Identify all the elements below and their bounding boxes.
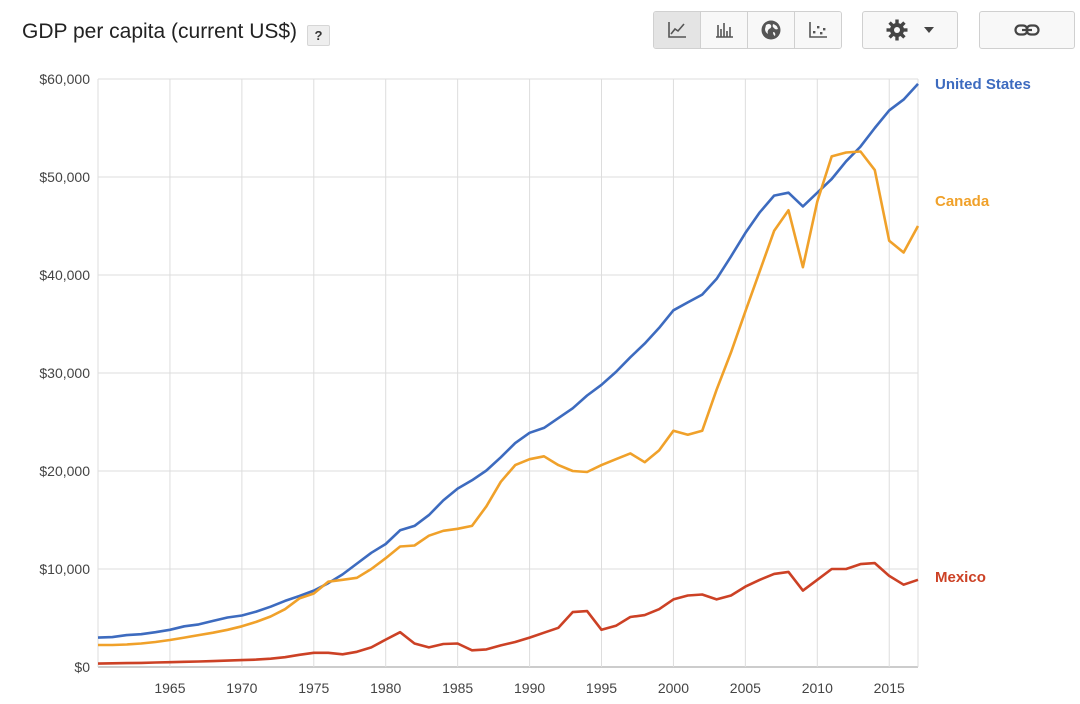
series-labels: United States Canada Mexico [935,76,1031,586]
scatter-chart-button[interactable] [795,12,841,48]
map-globe-icon [761,20,781,40]
line-chart-icon [668,22,686,38]
line-chart-button[interactable] [654,12,701,48]
y-tick-label: $10,000 [39,561,90,577]
x-tick-label: 1970 [226,680,257,696]
x-tick-label: 2015 [874,680,905,696]
help-button[interactable]: ? [307,25,330,46]
x-tick-label: 1995 [586,680,617,696]
y-tick-label: $20,000 [39,463,90,479]
mexico-line [97,561,919,665]
united-states-line [97,83,919,639]
united-states-label: United States [935,76,1031,93]
share-link-button[interactable] [979,11,1075,49]
caret-down-icon [924,27,934,33]
y-tick-label: $60,000 [39,71,90,87]
map-button[interactable] [748,12,795,48]
bar-chart-button[interactable] [701,12,748,48]
scatter-chart-icon [809,22,827,38]
chart-type-toggle [653,11,842,49]
x-tick-label: 2005 [730,680,761,696]
y-tick-label: $0 [74,659,90,675]
canada-label: Canada [935,193,990,210]
x-tick-label: 1980 [370,680,401,696]
x-tick-label: 1975 [298,680,329,696]
axes: $0 $10,000 $20,000 $30,000 $40,000 $50,000 $60… [39,71,905,696]
x-tick-label: 1990 [514,680,545,696]
y-tick-label: $30,000 [39,365,90,381]
x-tick-label: 1985 [442,680,473,696]
x-tick-label: 2010 [802,680,833,696]
series-lines [97,83,920,665]
gdp-line-chart: $0 $10,000 $20,000 $30,000 $40,000 $50,000 $60… [39,71,1031,696]
chart-header: GDP per capita (current US$) ? [0,0,1080,70]
gear-icon [886,19,908,41]
settings-button[interactable] [862,11,958,49]
x-tick-label: 1965 [154,680,185,696]
grid [97,78,919,668]
mexico-label: Mexico [935,569,986,586]
bar-chart-icon [716,23,733,38]
page-title: GDP per capita (current US$) [22,20,298,43]
canada-line [98,150,920,647]
y-tick-label: $50,000 [39,169,90,185]
link-icon [1014,24,1040,36]
y-tick-label: $40,000 [39,267,90,283]
x-tick-label: 2000 [658,680,689,696]
